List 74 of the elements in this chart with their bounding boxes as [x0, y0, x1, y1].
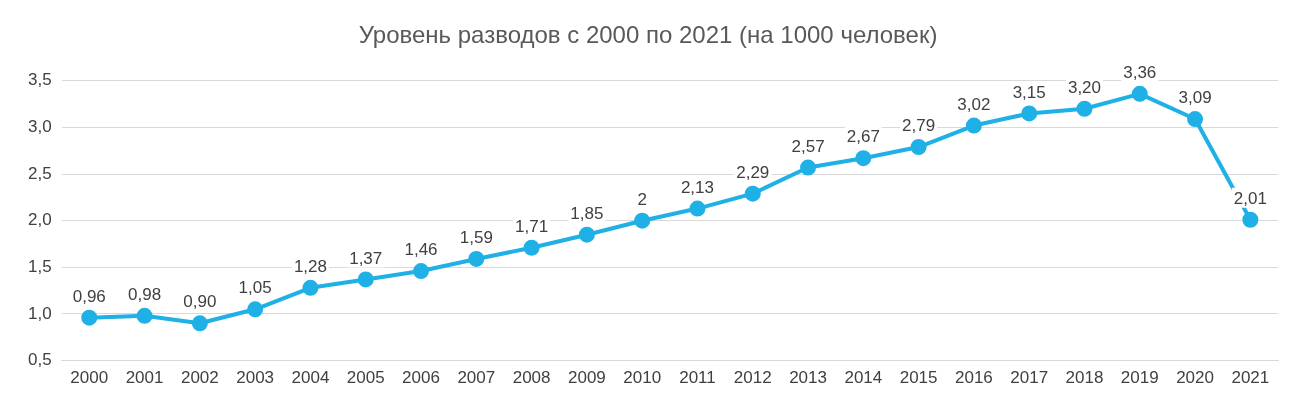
y-tick-label: 0,5	[27, 350, 52, 370]
y-tick-label: 1,0	[27, 303, 52, 323]
point	[1187, 111, 1204, 128]
point	[744, 185, 761, 202]
x-tick-label: 2013	[789, 368, 827, 388]
point	[191, 315, 208, 332]
point	[1076, 100, 1093, 117]
point	[1242, 211, 1259, 228]
point	[1021, 105, 1038, 122]
data-label: 2,79	[902, 116, 936, 136]
x-tick-label: 2003	[236, 368, 275, 388]
x-tick-label: 2014	[844, 368, 883, 388]
x-tick-label: 2002	[180, 368, 219, 388]
y-tick-label: 2,5	[27, 163, 52, 183]
point	[302, 279, 319, 296]
x-tick-label: 2017	[1010, 368, 1049, 388]
data-label: 2,57	[791, 136, 825, 156]
data-label: 2,01	[1233, 188, 1267, 208]
data-label: 2,13	[680, 177, 715, 197]
data-label: 0,90	[183, 292, 217, 312]
x-tick-label: 2001	[125, 368, 164, 388]
data-label: 2	[637, 189, 647, 209]
point	[523, 239, 540, 256]
x-tick-label: 2012	[733, 368, 772, 388]
x-tick-label: 2006	[402, 368, 440, 388]
point	[357, 271, 374, 288]
chart-title: Уровень разводов с 2000 по 2021 (на 1000 человек)	[358, 21, 938, 49]
point	[800, 159, 817, 176]
data-label: 1,37	[349, 248, 383, 268]
data-label: 3,02	[957, 94, 991, 114]
point	[247, 301, 264, 318]
x-tick-label: 2021	[1231, 368, 1270, 388]
x-tick-label: 2020	[1176, 368, 1214, 388]
point	[413, 263, 430, 280]
data-label: 2,67	[846, 127, 880, 147]
data-label: 1,71	[515, 216, 549, 236]
data-label: 3,09	[1178, 88, 1212, 108]
point	[910, 139, 927, 156]
x-tick-label: 2010	[623, 368, 662, 388]
x-tick-label: 2015	[899, 368, 938, 388]
data-label: 3,20	[1067, 77, 1102, 97]
y-tick-label: 3,0	[27, 117, 52, 137]
point	[689, 200, 706, 217]
data-label: 3,36	[1123, 63, 1157, 83]
point	[136, 307, 153, 324]
y-tick-label: 3,5	[27, 70, 52, 90]
data-label: 1,46	[404, 240, 438, 260]
data-label: 2,29	[736, 162, 770, 182]
data-label: 0,98	[128, 285, 162, 305]
x-tick-label: 2005	[346, 368, 385, 388]
point	[578, 226, 595, 243]
point	[965, 117, 982, 134]
data-label: 0,96	[72, 286, 106, 306]
data-label: 1,59	[459, 228, 493, 248]
y-tick-label: 2,0	[27, 210, 52, 230]
point	[1131, 85, 1148, 102]
x-tick-label: 2000	[70, 368, 109, 388]
data-label: 1,05	[238, 278, 272, 298]
x-tick-label: 2011	[679, 368, 716, 388]
point	[634, 212, 651, 229]
point	[81, 309, 98, 326]
x-tick-label: 2008	[512, 368, 551, 388]
x-tick-label: 2007	[457, 368, 496, 388]
x-tick-label: 2019	[1120, 368, 1159, 388]
x-tick-label: 2016	[954, 368, 993, 388]
y-tick-label: 1,5	[27, 257, 52, 277]
x-tick-label: 2018	[1065, 368, 1104, 388]
point	[468, 250, 485, 267]
data-label: 3,15	[1012, 82, 1046, 102]
data-label: 1,85	[570, 203, 604, 223]
x-tick-label: 2004	[291, 368, 330, 388]
data-label: 1,28	[293, 257, 327, 277]
point	[855, 150, 872, 167]
x-tick-label: 2009	[567, 368, 606, 388]
